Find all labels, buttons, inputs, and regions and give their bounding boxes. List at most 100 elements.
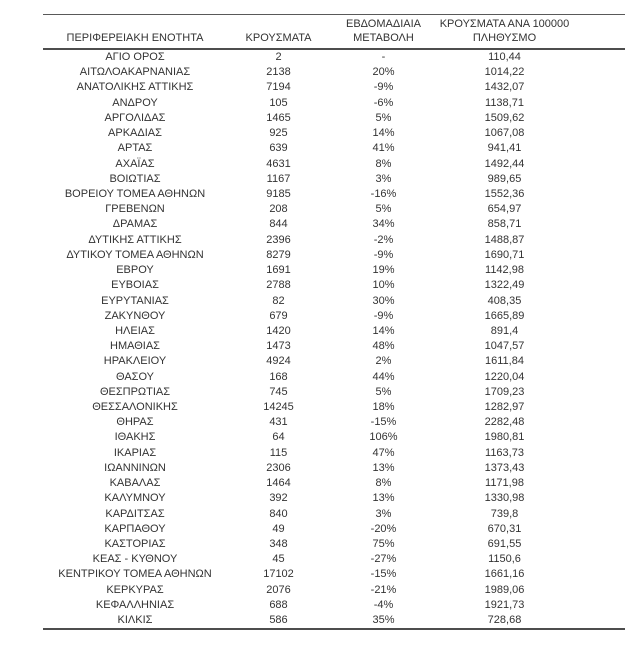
cell-cases: 745 (269, 385, 288, 398)
table-row: ΕΥΡΥΤΑΝΙΑΣ 82 30% 408,35 (43, 294, 625, 309)
cell-cases-per-100k: 1661,16 (484, 568, 525, 581)
cell-weekly-change: 48% (372, 340, 395, 353)
cell-region: ΒΟΡΕΙΟΥ ΤΟΜΕΑ ΑΘΗΝΩΝ (64, 187, 206, 200)
cell-spacer (572, 370, 625, 385)
cell-cases: 639 (269, 142, 288, 155)
cell-weekly-change: -2% (373, 233, 394, 246)
cell-cases: 348 (269, 538, 288, 550)
cell-cases-per-100k: 1047,57 (484, 340, 525, 353)
table-row: ΑΡΓΟΛΙΔΑΣ 1465 5% 1509,62 (43, 111, 625, 126)
cell-cases-per-100k: 2282,48 (484, 416, 525, 429)
cell-weekly-change: 35% (372, 614, 395, 627)
cell-region: ΕΥΡΥΤΑΝΙΑΣ (101, 294, 169, 307)
cell-region: ΑΓΙΟ ΟΡΟΣ (105, 51, 165, 63)
table-row: ΚΕΡΚΥΡΑΣ 2076 -21% 1989,06 (43, 583, 625, 598)
col-header-cases-per-100k-line2: ΠΛΗΘΥΣΜΟ (472, 32, 537, 44)
cell-weekly-change: 41% (372, 142, 395, 155)
cell-cases-per-100k: 891,4 (490, 324, 519, 337)
cell-weekly-change: 13% (372, 492, 395, 505)
cell-region: ΚΑΒΑΛΑΣ (109, 477, 161, 490)
cell-cases: 392 (269, 492, 288, 505)
cell-cases-per-100k: 408,35 (487, 294, 522, 307)
cell-region: ΚΕΑΣ - ΚΥΘΝΟΥ (92, 553, 178, 566)
col-header-weekly-change: ΕΒΔΟΜΑΔΙΑΙΑ ΜΕΤΑΒΟΛΗ (330, 14, 437, 50)
cell-spacer (572, 552, 625, 567)
cell-weekly-change: 14% (372, 324, 395, 337)
cell-region: ΑΡΚΑΔΙΑΣ (108, 127, 162, 140)
cell-cases: 688 (269, 598, 288, 611)
cell-cases-per-100k: 858,71 (487, 218, 522, 231)
cell-weekly-change: 5% (375, 111, 392, 124)
cell-cases-per-100k: 1921,73 (484, 598, 525, 611)
table-row: ΖΑΚΥΝΘΟΥ 679 -9% 1665,89 (43, 309, 625, 324)
cell-weekly-change: 75% (372, 538, 395, 550)
cell-cases-per-100k: 670,31 (487, 522, 522, 535)
cell-cases-per-100k: 110,44 (488, 51, 521, 63)
cell-weekly-change: -9% (373, 248, 394, 261)
table-row: ΚΑΛΥΜΝΟΥ 392 13% 1330,98 (43, 491, 625, 506)
cell-cases-per-100k: 1709,23 (484, 385, 525, 398)
cell-spacer (572, 49, 625, 65)
cell-region: ΒΟΙΩΤΙΑΣ (109, 172, 161, 185)
cell-cases-per-100k: 1163,73 (485, 446, 524, 459)
cell-cases: 105 (269, 96, 288, 109)
table-row: ΗΛΕΙΑΣ 1420 14% 891,4 (43, 324, 625, 339)
cell-weekly-change: -16% (370, 187, 397, 200)
cell-region: ΔΡΑΜΑΣ (112, 218, 158, 231)
regional-cases-table: ΠΕΡΙΦΕΡΕΙΑΚΗ ΕΝΟΤΗΤΑ ΚΡΟΥΣΜΑΤΑ ΕΒΔΟΜΑΔΙΑ… (43, 14, 625, 631)
cell-region: ΘΗΡΑΣ (116, 416, 154, 429)
cell-region: ΙΚΑΡΙΑΣ (113, 446, 157, 459)
cell-region: ΑΡΓΟΛΙΔΑΣ (104, 111, 166, 124)
cell-spacer (572, 567, 625, 582)
cell-spacer (572, 430, 625, 445)
cell-cases: 4631 (266, 157, 291, 170)
cell-spacer (572, 324, 625, 339)
table-row: ΚΕΝΤΡΙΚΟΥ ΤΟΜΕΑ ΑΘΗΝΩΝ 17102 -15% 1661,16 (43, 567, 625, 582)
table-row: ΘΕΣΠΡΩΤΙΑΣ 745 5% 1709,23 (43, 385, 625, 400)
cell-cases: 925 (269, 127, 288, 140)
cell-cases: 9185 (266, 187, 291, 200)
cell-weekly-change: -20% (370, 522, 397, 535)
cell-region: ΑΝΑΤΟΛΙΚΗΣ ΑΤΤΙΚΗΣ (76, 81, 194, 94)
col-header-cases: ΚΡΟΥΣΜΑΤΑ (227, 14, 330, 50)
table-row: ΔΡΑΜΑΣ 844 34% 858,71 (43, 217, 625, 232)
cell-spacer (572, 96, 625, 111)
table-row: ΚΕΦΑΛΛΗΝΙΑΣ 688 -4% 1921,73 (43, 598, 625, 613)
cell-cases-per-100k: 989,65 (487, 172, 522, 185)
cell-region: ΙΘΑΚΗΣ (114, 431, 156, 444)
cell-region: ΑΙΤΩΛΟΑΚΑΡΝΑΝΙΑΣ (79, 66, 191, 79)
cell-cases: 840 (269, 507, 288, 520)
table-row: ΕΒΡΟΥ 1691 19% 1142,98 (43, 263, 625, 278)
cell-weekly-change: 106% (369, 431, 398, 444)
cell-cases: 1473 (266, 340, 291, 353)
cell-weekly-change: -9% (373, 309, 394, 322)
cell-cases: 208 (269, 203, 288, 216)
table-row: ΗΜΑΘΙΑΣ 1473 48% 1047,57 (43, 339, 625, 354)
table-row: ΑΡΚΑΔΙΑΣ 925 14% 1067,08 (43, 126, 625, 141)
cell-region: ΓΡΕΒΕΝΩΝ (105, 203, 165, 216)
cell-region: ΔΥΤΙΚΟΥ ΤΟΜΕΑ ΑΘΗΝΩΝ (66, 248, 204, 261)
cell-region: ΚΑΡΠΑΘΟΥ (104, 522, 166, 535)
cell-weekly-change: 10% (372, 279, 395, 292)
col-header-region-label: ΠΕΡΙΦΕΡΕΙΑΚΗ ΕΝΟΤΗΤΑ (66, 32, 204, 44)
cell-region: ΚΕΡΚΥΡΑΣ (106, 583, 164, 596)
cell-weekly-change: 18% (372, 401, 395, 414)
cell-weekly-change: 30% (372, 294, 395, 307)
cell-spacer (572, 172, 625, 187)
cell-region: ΚΕΝΤΡΙΚΟΥ ΤΟΜΕΑ ΑΘΗΝΩΝ (58, 568, 212, 581)
cell-cases-per-100k: 1432,07 (484, 81, 525, 94)
cell-cases-per-100k: 739,8 (490, 507, 519, 520)
cell-spacer (572, 278, 625, 293)
cell-weekly-change: -6% (373, 96, 394, 109)
table-row: ΚΑΡΠΑΘΟΥ 49 -20% 670,31 (43, 522, 625, 537)
cell-spacer (572, 476, 625, 491)
table-row: ΙΚΑΡΙΑΣ 115 47% 1163,73 (43, 446, 625, 461)
cell-cases: 679 (269, 309, 288, 322)
cell-cases: 2076 (266, 583, 291, 596)
cell-region: ΘΕΣΣΑΛΟΝΙΚΗΣ (92, 401, 178, 414)
table-row: ΙΘΑΚΗΣ 64 106% 1980,81 (43, 430, 625, 445)
cell-weekly-change: 3% (375, 507, 392, 520)
cell-spacer (572, 537, 625, 552)
cell-cases: 2138 (266, 66, 291, 79)
cell-spacer (572, 491, 625, 506)
